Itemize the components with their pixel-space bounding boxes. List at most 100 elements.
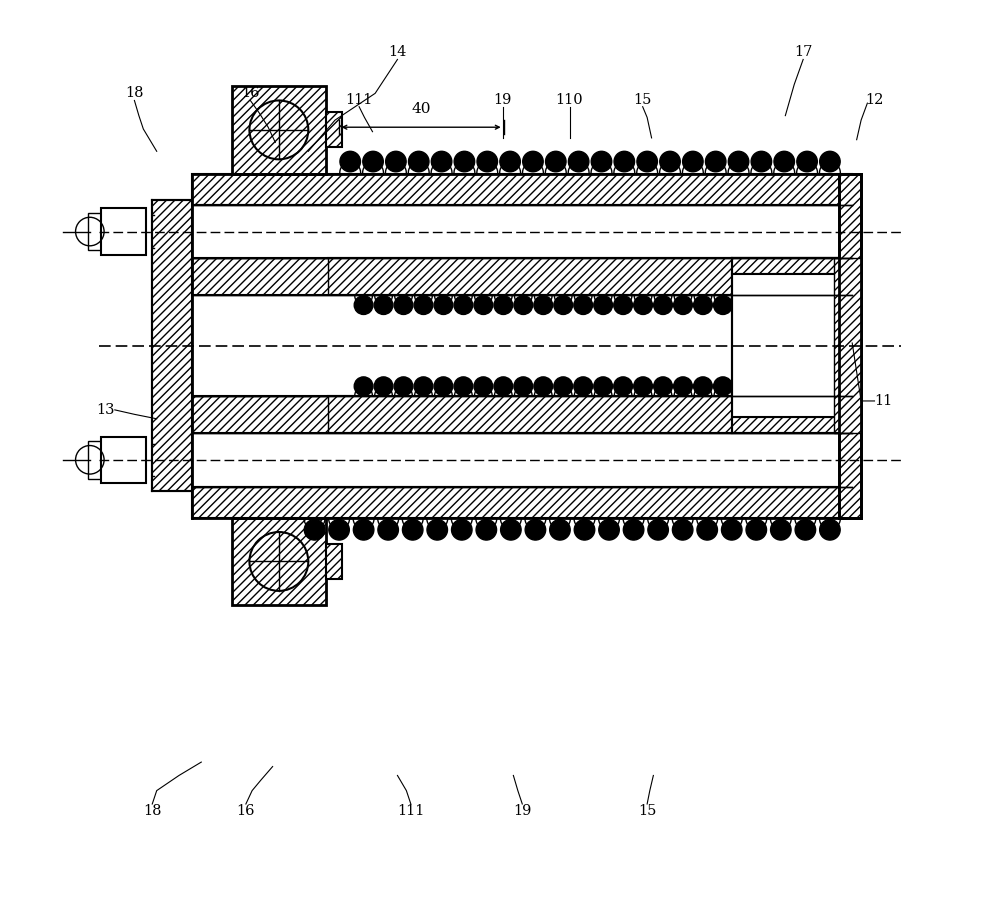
Circle shape: [634, 296, 652, 314]
Circle shape: [672, 519, 693, 540]
Bar: [192, 433, 852, 487]
Circle shape: [751, 151, 772, 172]
Circle shape: [795, 519, 816, 540]
Bar: [326, 544, 342, 579]
Text: 40: 40: [411, 102, 431, 115]
Circle shape: [414, 296, 433, 314]
Bar: [88, 441, 106, 479]
Bar: [839, 174, 861, 518]
Circle shape: [694, 296, 712, 314]
Bar: [192, 258, 328, 295]
Bar: [101, 209, 146, 255]
Circle shape: [771, 519, 791, 540]
Bar: [88, 212, 106, 250]
Text: 12: 12: [865, 93, 884, 106]
Text: 19: 19: [513, 804, 531, 818]
Circle shape: [427, 519, 447, 540]
Circle shape: [705, 151, 726, 172]
Circle shape: [614, 377, 632, 396]
Bar: [328, 258, 852, 295]
Circle shape: [648, 519, 668, 540]
Circle shape: [546, 151, 566, 172]
Text: 13: 13: [97, 403, 115, 417]
Circle shape: [363, 151, 383, 172]
Circle shape: [501, 519, 521, 540]
Circle shape: [374, 296, 393, 314]
Text: 14: 14: [388, 45, 407, 59]
Text: 111: 111: [345, 93, 373, 106]
Circle shape: [454, 377, 473, 396]
Bar: [192, 487, 852, 518]
Circle shape: [514, 296, 533, 314]
Bar: [232, 518, 326, 605]
Circle shape: [378, 519, 398, 540]
Circle shape: [674, 377, 692, 396]
Bar: [192, 205, 852, 258]
Circle shape: [474, 377, 493, 396]
Text: 111: 111: [397, 804, 425, 818]
Circle shape: [408, 151, 429, 172]
Circle shape: [614, 151, 635, 172]
Circle shape: [340, 151, 360, 172]
Circle shape: [534, 377, 553, 396]
Bar: [192, 397, 328, 433]
Circle shape: [574, 519, 595, 540]
Circle shape: [500, 151, 520, 172]
Text: 11: 11: [874, 394, 893, 408]
Circle shape: [591, 151, 612, 172]
Bar: [328, 397, 852, 433]
Circle shape: [354, 377, 373, 396]
Circle shape: [637, 151, 657, 172]
Circle shape: [774, 151, 794, 172]
Text: 18: 18: [143, 804, 162, 818]
Circle shape: [534, 296, 553, 314]
Bar: [232, 86, 326, 174]
Circle shape: [820, 151, 840, 172]
Circle shape: [574, 296, 593, 314]
Circle shape: [797, 151, 817, 172]
Circle shape: [431, 151, 452, 172]
Text: 19: 19: [493, 93, 512, 106]
Circle shape: [623, 519, 644, 540]
Circle shape: [474, 296, 493, 314]
Circle shape: [394, 377, 413, 396]
Bar: [732, 258, 839, 274]
Circle shape: [514, 377, 533, 396]
Circle shape: [599, 519, 619, 540]
Circle shape: [374, 377, 393, 396]
Bar: [326, 112, 342, 148]
Circle shape: [746, 519, 767, 540]
Circle shape: [574, 377, 593, 396]
Bar: [192, 174, 852, 205]
Circle shape: [614, 296, 632, 314]
Circle shape: [820, 519, 840, 540]
Circle shape: [694, 377, 712, 396]
Circle shape: [304, 519, 325, 540]
Circle shape: [414, 377, 433, 396]
Circle shape: [714, 296, 732, 314]
Circle shape: [452, 519, 472, 540]
Circle shape: [523, 151, 543, 172]
Text: 17: 17: [794, 45, 812, 59]
Circle shape: [554, 296, 573, 314]
Circle shape: [434, 377, 453, 396]
Circle shape: [477, 151, 498, 172]
Circle shape: [594, 296, 612, 314]
Circle shape: [353, 519, 374, 540]
Circle shape: [683, 151, 703, 172]
Circle shape: [728, 151, 749, 172]
Circle shape: [568, 151, 589, 172]
Circle shape: [660, 151, 680, 172]
Bar: [192, 295, 852, 397]
Circle shape: [494, 377, 513, 396]
Circle shape: [386, 151, 406, 172]
Circle shape: [454, 151, 475, 172]
Circle shape: [494, 296, 513, 314]
Text: 15: 15: [638, 804, 656, 818]
Circle shape: [550, 519, 570, 540]
Circle shape: [594, 377, 612, 396]
Circle shape: [654, 296, 672, 314]
Bar: [152, 201, 192, 491]
Text: 16: 16: [237, 804, 255, 818]
Circle shape: [554, 377, 573, 396]
